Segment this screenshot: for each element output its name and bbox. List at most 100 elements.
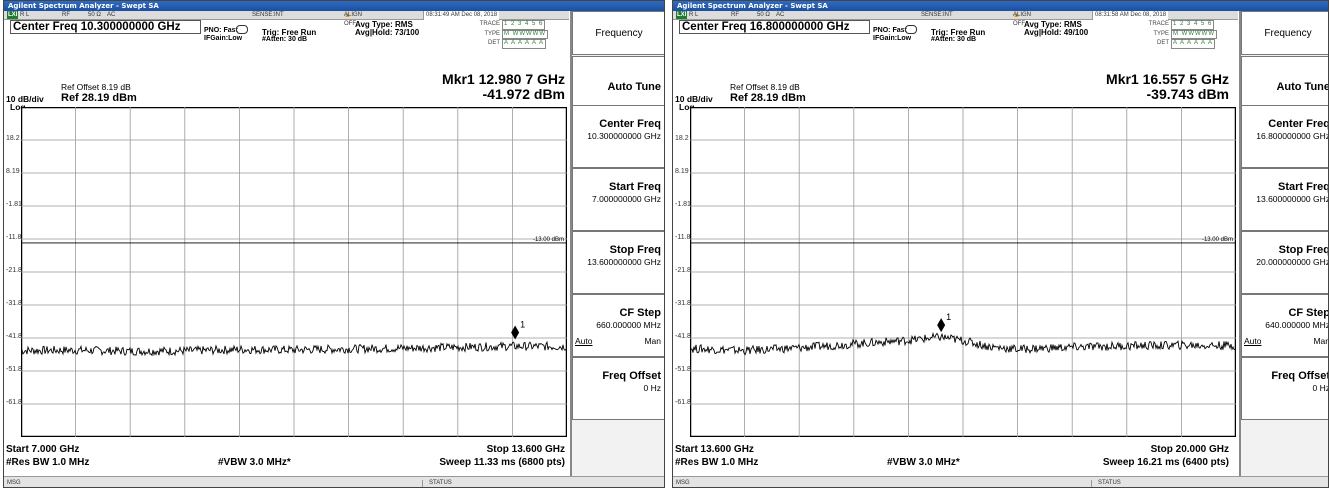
start-freq: Start 7.000 GHz xyxy=(6,444,80,455)
res-bw: #Res BW 1.0 MHz xyxy=(6,457,90,468)
y-tick-label: -41.8 xyxy=(675,333,691,340)
trace-status: TRACE 1 2 3 4 5 6 TYPE M WWWWW DET A A A A … xyxy=(1139,20,1217,49)
loop-icon xyxy=(236,25,248,34)
avg-type: Avg Type: RMS xyxy=(355,20,413,29)
analyzer-window-left: Agilent Spectrum Analyzer - Swept SA LXI… xyxy=(3,0,665,488)
softkey-freq-offset[interactable]: Freq Offset 0 Hz xyxy=(1241,357,1328,420)
ref-level: Ref 28.19 dBm xyxy=(730,92,806,104)
softkey-menu-title: Frequency xyxy=(1241,11,1328,55)
vbw: #VBW 3.0 MHz* xyxy=(218,457,291,468)
pno-setting: PNO: Fast xyxy=(873,27,907,34)
center-freq-readout[interactable]: Center Freq 16.800000000 GHz xyxy=(679,20,871,34)
y-tick-label: -11.8 xyxy=(6,234,22,241)
marker-frequency: Mkr1 16.557 5 GHz xyxy=(1106,71,1229,87)
softkey-panel: Frequency Auto Tune Center Freq 10.300000… xyxy=(570,11,664,476)
status-label: STATUS xyxy=(422,480,452,487)
limit-label: -13.00 dBm xyxy=(1202,237,1233,243)
timestamp: 08:31:58 AM Dec 08, 2018 xyxy=(1092,11,1169,20)
ifgain-setting: IFGain:Low xyxy=(204,35,243,42)
cf-step-auto[interactable]: Auto xyxy=(1244,336,1262,346)
warning-icon: ▲ xyxy=(1013,12,1020,19)
attenuation-setting: #Atten: 30 dB xyxy=(262,36,308,43)
msg-label: MSG xyxy=(676,480,690,486)
status-label: STATUS xyxy=(1091,480,1121,487)
y-tick-label: -11.8 xyxy=(675,234,691,241)
sense-indicator: SENSE:INT xyxy=(921,12,953,18)
y-tick-label: 18.2 xyxy=(6,135,20,142)
window-title: Agilent Spectrum Analyzer - Swept SA xyxy=(4,1,664,11)
res-bw: #Res BW 1.0 MHz xyxy=(675,457,759,468)
cf-step-auto[interactable]: Auto xyxy=(575,336,593,346)
timestamp: 08:31:49 AM Dec 08, 2018 xyxy=(423,11,500,20)
softkey-stop-freq[interactable]: Stop Freq 20.000000000 GHz xyxy=(1241,231,1328,294)
impedance-indicator: 50 Ω xyxy=(88,12,101,18)
softkey-start-freq[interactable]: Start Freq 7.000000000 GHz xyxy=(572,168,664,231)
softkey-menu-title: Frequency xyxy=(572,11,664,55)
avg-type: Avg Type: RMS xyxy=(1024,20,1082,29)
softkey-freq-offset[interactable]: Freq Offset 0 Hz xyxy=(572,357,664,420)
spectrum-plot[interactable]: -13.00 dBm 1 xyxy=(21,107,567,437)
marker-amplitude: -39.743 dBm xyxy=(1146,86,1229,102)
sweep-time: Sweep 11.33 ms (6800 pts) xyxy=(439,457,565,468)
spectrum-graticule: -13.00 dBm 1 xyxy=(690,107,1236,437)
stop-freq: Stop 20.000 GHz xyxy=(1150,444,1229,455)
softkey-center-freq[interactable]: Center Freq 10.300000000 GHz xyxy=(572,105,664,168)
y-tick-label: -51.8 xyxy=(675,366,691,373)
marker-label: 1 xyxy=(946,312,951,322)
y-tick-label: -41.8 xyxy=(6,333,22,340)
softkey-cf-step[interactable]: CF Step 640.000000 MHz Auto Man xyxy=(1241,294,1329,357)
softkey-start-freq[interactable]: Start Freq 13.600000000 GHz xyxy=(1241,168,1328,231)
y-tick-label: -61.8 xyxy=(675,399,691,406)
y-tick-label: -1.81 xyxy=(6,201,22,208)
scale-type: Log xyxy=(679,102,695,112)
vbw: #VBW 3.0 MHz* xyxy=(887,457,960,468)
message-bar: MSG STATUS xyxy=(673,476,1328,487)
warning-icon: ▲ xyxy=(344,12,351,19)
marker-amplitude: -41.972 dBm xyxy=(482,86,565,102)
limit-label: -13.00 dBm xyxy=(533,237,564,243)
ref-offset: Ref Offset 8.19 dB xyxy=(730,82,800,92)
y-tick-label: 8.19 xyxy=(6,168,20,175)
spectrum-plot[interactable]: -13.00 dBm 1 xyxy=(690,107,1236,437)
y-tick-label: -21.8 xyxy=(6,267,22,274)
lxi-icon: LXI xyxy=(7,11,19,19)
marker-frequency: Mkr1 12.980 7 GHz xyxy=(442,71,565,87)
trigger-setting: Trig: Free Run xyxy=(262,28,317,37)
sense-indicator: SENSE:INT xyxy=(252,12,284,18)
attenuation-setting: #Atten: 30 dB xyxy=(931,36,977,43)
sweep-time: Sweep 16.21 ms (6400 pts) xyxy=(1102,457,1229,468)
center-freq-readout[interactable]: Center Freq 10.300000000 GHz xyxy=(10,20,202,34)
start-freq: Start 13.600 GHz xyxy=(675,444,754,455)
cf-step-man[interactable]: Man xyxy=(644,336,661,346)
loop-icon xyxy=(905,25,917,34)
message-bar: MSG STATUS xyxy=(4,476,664,487)
softkey-cf-step[interactable]: CF Step 660.000000 MHz Auto Man xyxy=(572,294,664,357)
trace-line xyxy=(21,340,567,357)
softkey-panel: Frequency Auto Tune Center Freq 16.800000… xyxy=(1239,11,1329,476)
ref-offset: Ref Offset 8.19 dB xyxy=(61,82,131,92)
y-tick-label: 18.2 xyxy=(675,135,689,142)
scale-type: Log xyxy=(10,102,26,112)
trace-status: TRACE 1 2 3 4 5 6 TYPE M WWWWW DET A A A A … xyxy=(470,20,548,49)
rf-indicator: RF xyxy=(731,12,739,18)
marker-diamond xyxy=(511,325,520,340)
msg-label: MSG xyxy=(7,480,21,486)
cf-step-man[interactable]: Man xyxy=(1313,336,1329,346)
y-tick-label: -31.8 xyxy=(675,300,691,307)
y-tick-label: -31.8 xyxy=(6,300,22,307)
status-bar: LXI R L RF 50 Ω AC SENSE:INT ▲ ALIGN OFF… xyxy=(673,11,1238,27)
softkey-stop-freq[interactable]: Stop Freq 13.600000000 GHz xyxy=(572,231,664,294)
y-tick-label: -21.8 xyxy=(675,267,691,274)
y-tick-label: -1.81 xyxy=(675,201,691,208)
stop-freq: Stop 13.600 GHz xyxy=(486,444,565,455)
window-title: Agilent Spectrum Analyzer - Swept SA xyxy=(673,1,1328,11)
y-tick-label: 8.19 xyxy=(675,168,689,175)
ifgain-setting: IFGain:Low xyxy=(873,35,912,42)
softkey-center-freq[interactable]: Center Freq 16.800000000 GHz xyxy=(1241,105,1328,168)
scale-div: 10 dB/div xyxy=(6,94,44,104)
pno-setting: PNO: Fast xyxy=(204,27,238,34)
avg-hold: Avg|Hold: 49/100 xyxy=(1024,28,1089,37)
trigger-setting: Trig: Free Run xyxy=(931,28,986,37)
rl-indicator: R L xyxy=(20,12,30,18)
impedance-indicator: 50 Ω xyxy=(757,12,770,18)
